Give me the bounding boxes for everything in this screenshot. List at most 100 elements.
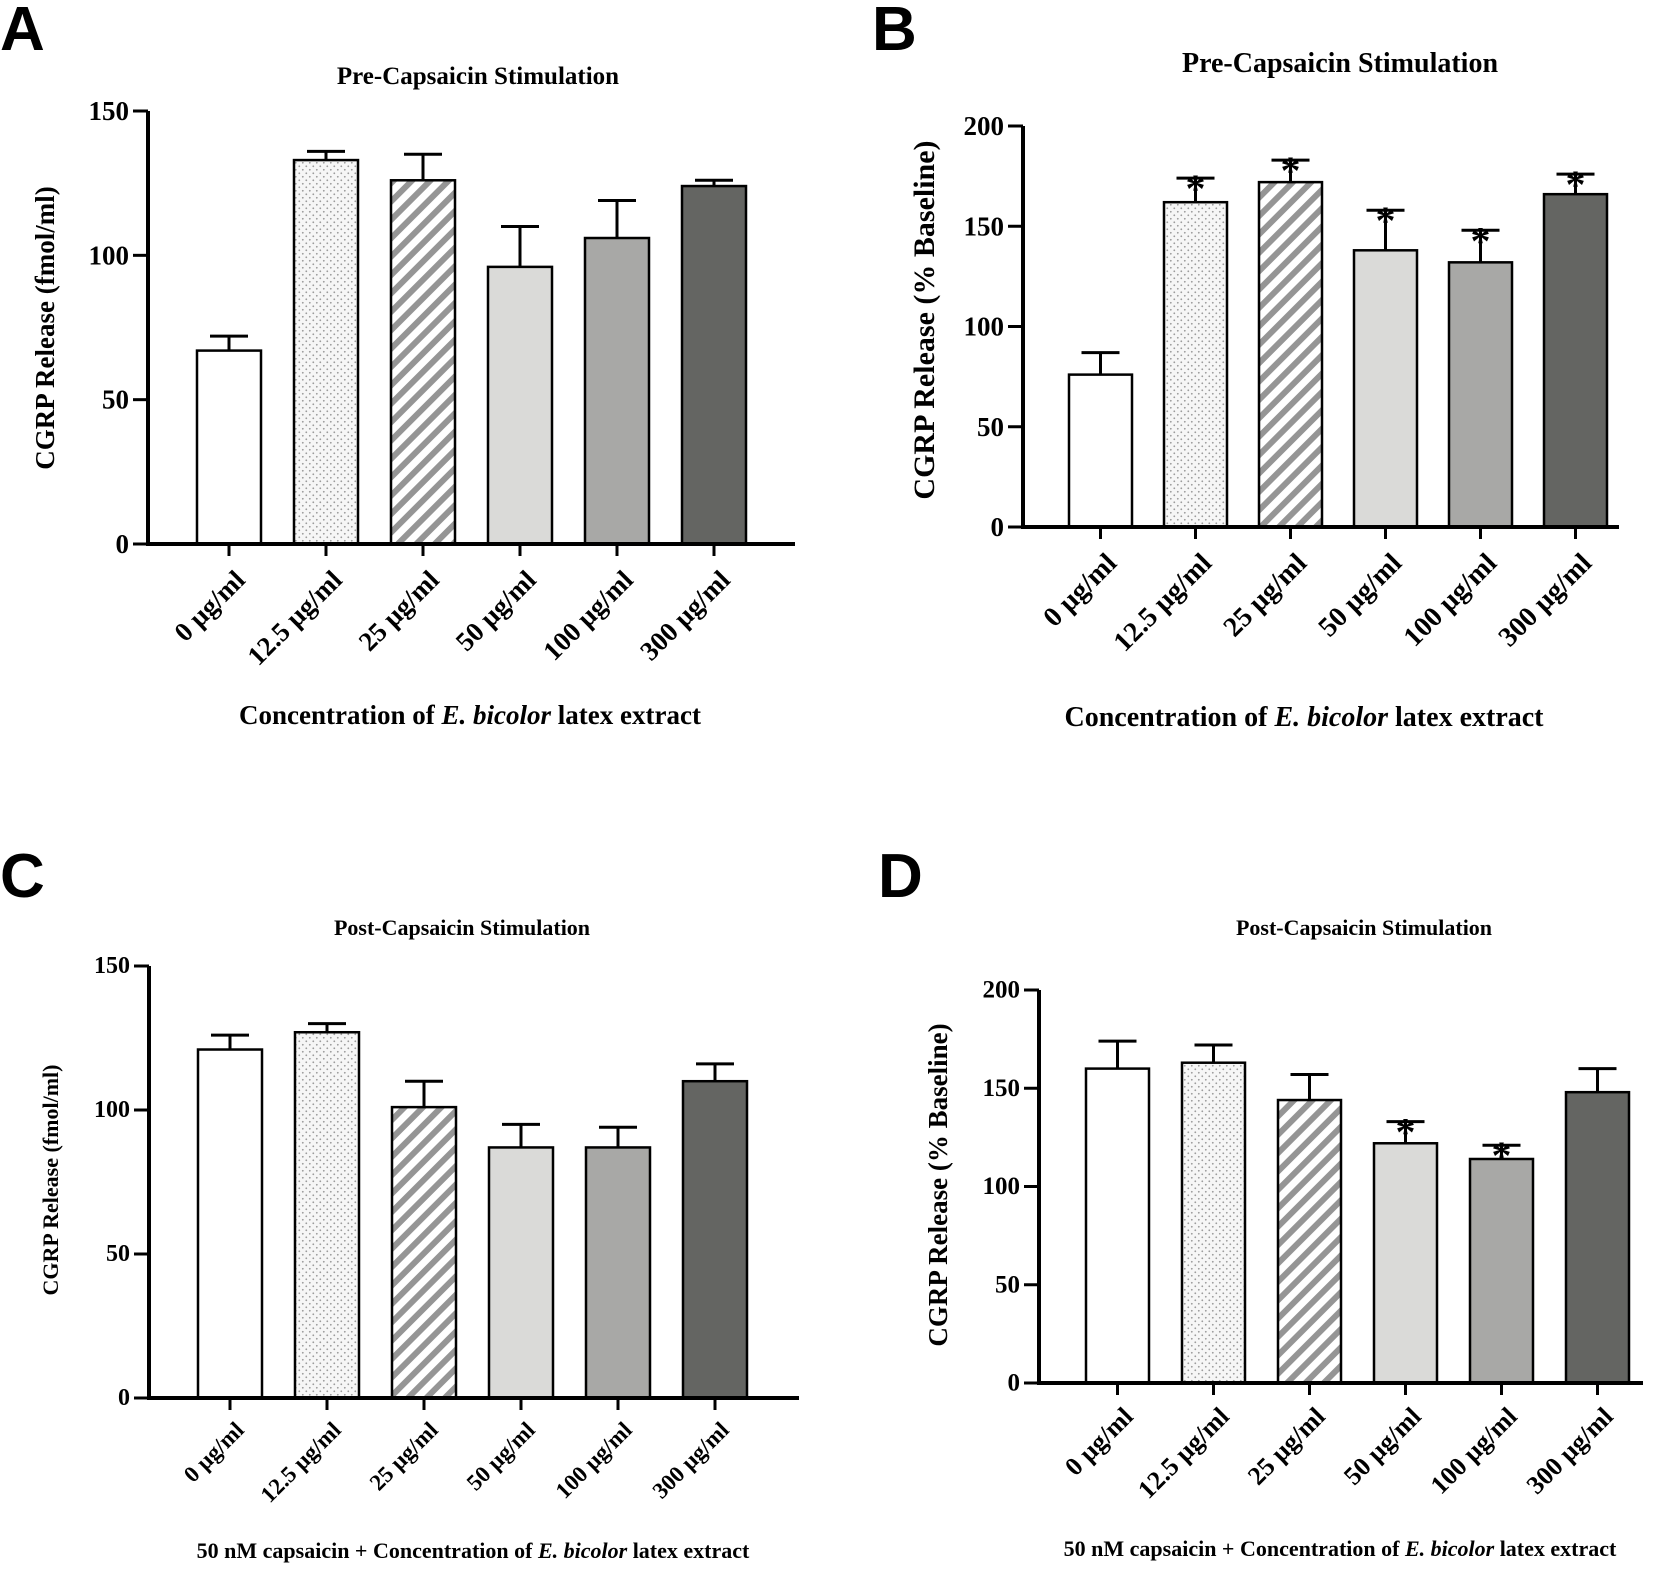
bar bbox=[1372, 1142, 1439, 1385]
bar bbox=[1180, 1061, 1247, 1385]
panel-letter: A bbox=[0, 0, 45, 64]
significance-marker: * bbox=[1396, 1110, 1416, 1155]
chart-title: Post-Capsaicin Stimulation bbox=[334, 915, 590, 940]
x-tick-label: 300 µg/ml bbox=[634, 564, 736, 666]
x-tick-label: 50 µg/ml bbox=[1338, 1402, 1427, 1491]
x-tick-label: 0 µg/ml bbox=[1059, 1402, 1139, 1482]
y-tick-label: 0 bbox=[991, 512, 1005, 542]
x-axis-label-suffix: latex extract bbox=[627, 1538, 750, 1563]
x-tick-label: 300 µg/ml bbox=[1493, 547, 1599, 653]
bar bbox=[1084, 1067, 1151, 1385]
bar bbox=[1276, 1098, 1343, 1385]
bar bbox=[584, 1146, 652, 1400]
bar bbox=[681, 1079, 749, 1400]
bar bbox=[486, 265, 554, 546]
x-tick-label: 25 µg/ml bbox=[1218, 547, 1314, 643]
y-axis-label: CGRP Release (fmol/ml) bbox=[38, 1065, 63, 1296]
x-tick-label: 300 µg/ml bbox=[648, 1417, 734, 1503]
x-tick-label: 50 µg/ml bbox=[462, 1417, 540, 1495]
bar bbox=[1257, 180, 1324, 529]
x-tick-label: 25 µg/ml bbox=[1242, 1402, 1331, 1491]
x-axis-label-suffix: latex extract bbox=[1494, 1536, 1617, 1561]
y-tick-label: 150 bbox=[964, 211, 1005, 241]
x-axis-label-species: E. bicolor bbox=[537, 1538, 628, 1563]
bar bbox=[195, 349, 263, 546]
y-tick-label: 0 bbox=[1008, 1370, 1021, 1397]
x-tick-label: 0 µg/ml bbox=[1037, 547, 1123, 633]
chart-title: Post-Capsaicin Stimulation bbox=[1236, 915, 1492, 940]
x-axis-label: Concentration of E. bicolor latex extrac… bbox=[239, 700, 701, 730]
bar bbox=[196, 1048, 264, 1400]
x-tick-label: 50 µg/ml bbox=[1313, 547, 1409, 643]
y-tick-label: 200 bbox=[983, 977, 1021, 1004]
panel-letter: B bbox=[872, 0, 917, 64]
x-tick-label: 300 µg/ml bbox=[1521, 1402, 1619, 1500]
x-tick-label: 50 µg/ml bbox=[450, 564, 542, 656]
x-axis-label-prefix: Concentration of bbox=[239, 700, 441, 730]
panel-c: C Post-Capsaicin Stimulation CGRP Release … bbox=[0, 842, 799, 1563]
x-tick-label: 100 µg/ml bbox=[551, 1417, 637, 1503]
significance-marker: * bbox=[1186, 166, 1206, 211]
bar bbox=[1542, 192, 1609, 529]
x-axis-label-suffix: latex extract bbox=[1388, 702, 1544, 733]
x-tick-label: 0 µg/ml bbox=[179, 1417, 249, 1487]
panel-letter: C bbox=[0, 842, 45, 911]
significance-marker: * bbox=[1471, 218, 1491, 263]
y-tick-label: 50 bbox=[977, 412, 1004, 442]
significance-marker: * bbox=[1281, 148, 1301, 193]
x-tick-label: 0 µg/ml bbox=[168, 564, 251, 647]
bar bbox=[293, 1030, 361, 1400]
bar bbox=[1162, 200, 1229, 529]
x-tick-label: 100 µg/ml bbox=[1425, 1402, 1523, 1500]
bar bbox=[292, 158, 360, 546]
y-tick-label: 0 bbox=[118, 1385, 130, 1411]
significance-marker: * bbox=[1492, 1133, 1512, 1178]
x-axis-label-prefix: 50 nM capsaicin + Concentration of bbox=[197, 1538, 538, 1563]
x-tick-label: 12.5 µg/ml bbox=[256, 1417, 346, 1507]
y-tick-label: 150 bbox=[89, 96, 130, 126]
chart-title: Pre-Capsaicin Stimulation bbox=[337, 63, 619, 90]
x-tick-label: 12.5 µg/ml bbox=[241, 564, 348, 671]
x-tick-label: 12.5 µg/ml bbox=[1108, 547, 1218, 657]
bar bbox=[1564, 1090, 1631, 1385]
bar bbox=[1468, 1157, 1535, 1385]
significance-marker: * bbox=[1566, 162, 1586, 207]
y-tick-label: 0 bbox=[116, 529, 130, 559]
x-axis-label-species: E. bicolor bbox=[1404, 1536, 1495, 1561]
y-tick-label: 100 bbox=[89, 240, 130, 270]
bar bbox=[1352, 249, 1419, 529]
y-tick-label: 150 bbox=[983, 1075, 1021, 1102]
bar bbox=[680, 184, 748, 546]
x-axis-label-prefix: Concentration of bbox=[1064, 702, 1274, 733]
y-tick-label: 150 bbox=[94, 953, 130, 979]
x-tick-label: 100 µg/ml bbox=[537, 564, 639, 666]
bar bbox=[1067, 373, 1134, 529]
y-tick-label: 50 bbox=[106, 1241, 130, 1267]
x-tick-label: 25 µg/ml bbox=[353, 564, 445, 656]
bar bbox=[389, 179, 457, 546]
chart-title: Pre-Capsaicin Stimulation bbox=[1182, 48, 1498, 79]
bar bbox=[583, 236, 651, 546]
x-axis-label-species: E. bicolor bbox=[441, 700, 552, 730]
y-axis-label: CGRP Release (% Baseline) bbox=[923, 1023, 953, 1346]
panel-a: A Pre-Capsaicin Stimulation CGRP Release (… bbox=[0, 0, 795, 730]
x-tick-label: 12.5 µg/ml bbox=[1132, 1402, 1235, 1505]
y-tick-label: 100 bbox=[94, 1097, 130, 1123]
y-tick-label: 50 bbox=[102, 385, 129, 415]
x-axis-label: Concentration of E. bicolor latex extrac… bbox=[1064, 702, 1544, 733]
bar bbox=[1447, 261, 1514, 529]
x-axis-label: 50 nM capsaicin + Concentration of E. bi… bbox=[197, 1538, 750, 1563]
bar bbox=[487, 1146, 555, 1400]
y-tick-label: 100 bbox=[964, 312, 1005, 342]
y-tick-label: 50 bbox=[995, 1271, 1020, 1298]
x-axis-label-suffix: latex extract bbox=[551, 700, 701, 730]
y-tick-label: 100 bbox=[983, 1173, 1021, 1200]
x-axis-label-prefix: 50 nM capsaicin + Concentration of bbox=[1064, 1536, 1405, 1561]
x-axis-label: 50 nM capsaicin + Concentration of E. bi… bbox=[1064, 1536, 1617, 1561]
y-tick-label: 200 bbox=[964, 111, 1005, 141]
x-tick-label: 25 µg/ml bbox=[365, 1417, 443, 1495]
panel-d: D Post-Capsaicin Stimulation CGRP Release … bbox=[878, 842, 1643, 1561]
x-tick-label: 100 µg/ml bbox=[1398, 547, 1504, 653]
x-axis-label-species: E. bicolor bbox=[1273, 702, 1389, 733]
